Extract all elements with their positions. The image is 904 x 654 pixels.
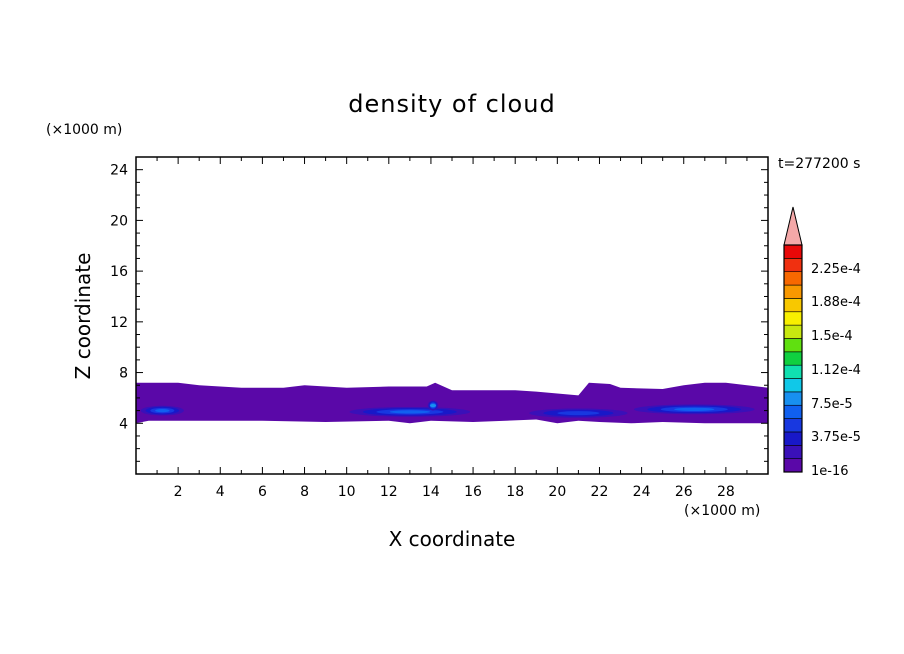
- chart-title: density of cloud: [348, 90, 555, 118]
- x-tick-label: 4: [216, 484, 225, 500]
- colorbar-label: 7.5e-5: [811, 397, 853, 412]
- x-tick-label: 8: [300, 484, 309, 500]
- x-tick-label: 12: [380, 484, 398, 500]
- x-tick-label: 6: [258, 484, 267, 500]
- cloud-core-2-level-5: [389, 410, 430, 414]
- colorbar-swatch: [783, 298, 803, 313]
- cloud-core-1-level-5: [155, 408, 170, 413]
- y-unit-label: (×1000 m): [46, 122, 122, 138]
- time-label: t=277200 s: [778, 156, 860, 172]
- colorbar-over-arrow: [783, 206, 803, 246]
- colorbar-label: 1e-16: [811, 464, 849, 479]
- colorbar-swatch: [783, 378, 803, 393]
- colorbar-swatch: [783, 271, 803, 286]
- y-tick-label: 24: [110, 163, 128, 179]
- x-tick-label: 22: [591, 484, 609, 500]
- x-tick-label: 24: [633, 484, 651, 500]
- colorbar-swatch: [783, 284, 803, 299]
- colorbar-swatch: [783, 458, 803, 473]
- colorbar-swatch: [783, 404, 803, 419]
- y-tick-label: 8: [119, 366, 128, 382]
- cloud-core-3-level-6: [430, 404, 437, 408]
- x-tick-label: 14: [422, 484, 440, 500]
- x-tick-label: 18: [506, 484, 524, 500]
- cloud-core-4-level-4: [557, 411, 600, 416]
- x-unit-label: (×1000 m): [684, 503, 760, 519]
- cloud-layer-level-1: [136, 382, 768, 424]
- x-axis-label: X coordinate: [389, 527, 516, 551]
- colorbar: 2.25e-4 1.88e-4 1.5e-4 1.12e-4 7.5e-5 3.75e-5…: [783, 206, 861, 479]
- colorbar-swatch: [783, 364, 803, 379]
- colorbar-swatch: [783, 258, 803, 273]
- colorbar-label: 1.12e-4: [811, 363, 861, 378]
- colorbar-label: 1.5e-4: [811, 329, 853, 344]
- x-tick-label: 16: [464, 484, 482, 500]
- y-tick-label: 4: [119, 416, 128, 432]
- colorbar-swatch: [783, 244, 803, 259]
- y-tick-label: 20: [110, 213, 128, 229]
- colorbar-swatch: [783, 324, 803, 339]
- y-tick-label: 12: [110, 315, 128, 331]
- colorbar-label: 3.75e-5: [811, 430, 861, 445]
- y-axis-label: Z coordinate: [71, 253, 95, 380]
- colorbar-frame: [783, 244, 803, 473]
- colorbar-swatch: [783, 351, 803, 366]
- colorbar-swatch: [783, 338, 803, 353]
- cloud-density-contours: [136, 382, 768, 424]
- y-tick-label: 16: [110, 264, 128, 280]
- colorbar-swatch: [783, 311, 803, 326]
- colorbar-swatch: [783, 444, 803, 459]
- colorbar-swatch: [783, 391, 803, 406]
- x-tick-label: 26: [675, 484, 693, 500]
- colorbar-swatch: [783, 431, 803, 446]
- x-tick-label: 2: [174, 484, 183, 500]
- plot-frame: [135, 156, 769, 475]
- x-tick-label: 10: [338, 484, 356, 500]
- cloud-core-5-level-5: [674, 407, 715, 411]
- x-tick-label: 28: [717, 484, 735, 500]
- colorbar-swatch: [783, 418, 803, 433]
- x-tick-label: 20: [548, 484, 566, 500]
- colorbar-label: 1.88e-4: [811, 295, 861, 310]
- colorbar-label: 2.25e-4: [811, 262, 861, 277]
